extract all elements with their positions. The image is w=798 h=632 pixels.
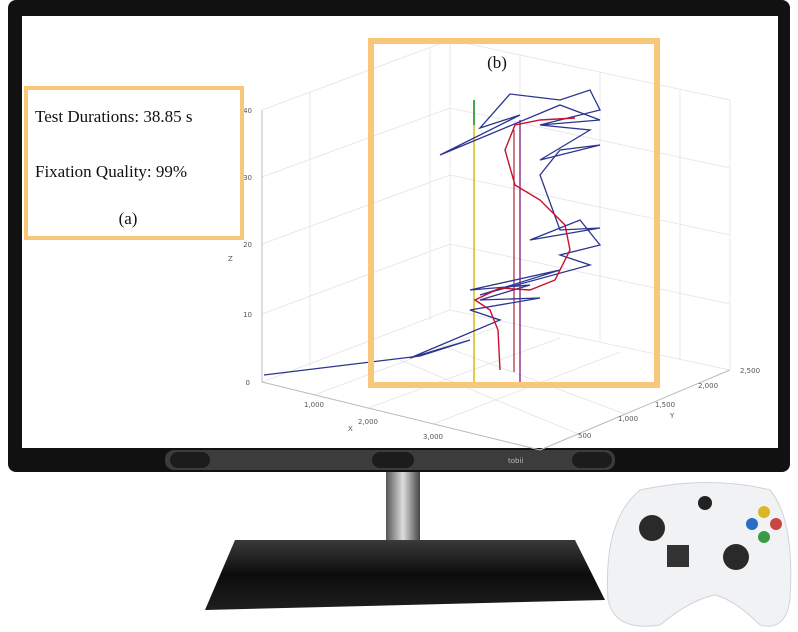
x-axis — [261, 381, 541, 451]
z-tick-label: 10 — [243, 311, 252, 319]
trajectory — [263, 89, 602, 376]
z-tick-label: 40 — [243, 107, 252, 115]
y-tick-label: 1,000 — [618, 415, 638, 423]
stand-base — [205, 540, 605, 610]
y-tick-label: 1,500 — [655, 401, 675, 409]
sensor — [372, 452, 414, 468]
z-tick-label: 30 — [243, 174, 252, 182]
x-tick-label: 1,000 — [304, 401, 324, 409]
trajectory — [473, 117, 576, 371]
z-tick-label: 0 — [246, 379, 250, 387]
y-axis — [539, 369, 731, 451]
x-axis-label: X — [348, 425, 353, 433]
z-tick-label: 20 — [243, 241, 252, 249]
sensor — [572, 452, 612, 468]
game-controller — [606, 482, 792, 627]
y-axis-label: Y — [669, 412, 675, 420]
sensor — [170, 452, 210, 468]
x-tick-label: 2,000 — [358, 418, 378, 426]
panel-b — [368, 38, 660, 388]
panel-a — [24, 86, 244, 240]
x-tick-label: 3,000 — [423, 433, 443, 441]
y-tick-label: 2,000 — [698, 382, 718, 390]
panel-label: (a) — [119, 209, 138, 228]
brand: tobii — [508, 457, 523, 465]
quality-text: Fixation Quality: 99% — [35, 162, 187, 181]
y-tick-label: 500 — [578, 432, 591, 440]
panel-label: (b) — [487, 53, 507, 72]
z-axis-label: Z — [228, 255, 233, 263]
y-tick-label: 2,500 — [740, 367, 760, 375]
duration-text: Test Durations: 38.85 s — [35, 107, 192, 126]
